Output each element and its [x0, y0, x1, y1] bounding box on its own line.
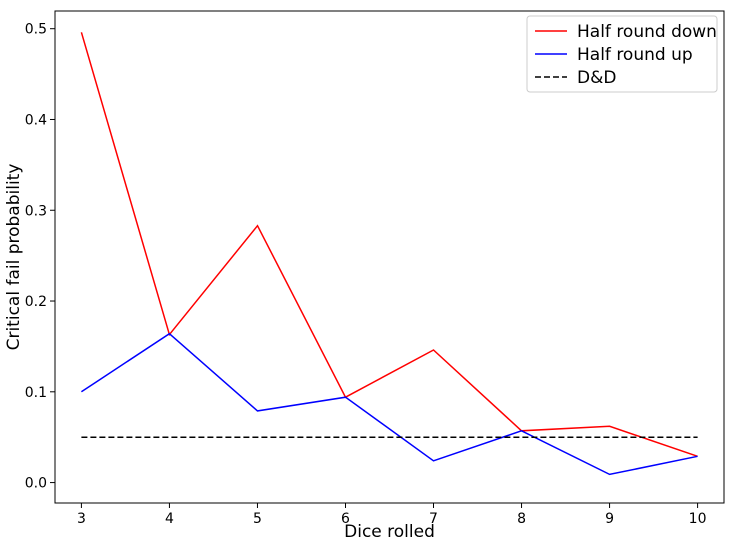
series-line-1 [80, 32, 698, 458]
x-tick-label: 4 [165, 511, 174, 527]
y-tick-label: 0.4 [25, 112, 47, 128]
legend: Half round down Half round up D&D [526, 15, 718, 93]
x-tick-label: 8 [517, 511, 526, 527]
x-tick-label: 10 [689, 511, 707, 527]
y-tick-label: 0.1 [25, 385, 47, 401]
series-layer [80, 32, 698, 476]
y-tick-label: 0.2 [25, 294, 47, 310]
x-tick-label: 5 [253, 511, 262, 527]
y-tick-label: 0.5 [25, 22, 47, 38]
y-axis: 0.0 0.1 0.2 0.3 0.4 0.5 [25, 22, 55, 492]
legend-box [526, 15, 718, 93]
y-tick-label: 0.0 [25, 476, 47, 492]
x-tick-label: 7 [429, 511, 438, 527]
x-axis-label: Dice rolled [344, 522, 435, 542]
plot-frame [54, 10, 725, 504]
x-tick-label: 6 [341, 511, 350, 527]
y-tick-label: 0.3 [25, 203, 47, 219]
x-tick-label: 3 [77, 511, 86, 527]
x-axis: 3 4 5 6 7 8 9 10 [77, 503, 707, 527]
y-axis-label: Critical fail probability [4, 164, 24, 351]
series-line-2 [80, 332, 698, 476]
legend-label: Half round up [577, 45, 693, 65]
legend-label: D&D [577, 68, 616, 88]
x-tick-label: 9 [605, 511, 614, 527]
legend-label: Half round down [577, 22, 717, 42]
